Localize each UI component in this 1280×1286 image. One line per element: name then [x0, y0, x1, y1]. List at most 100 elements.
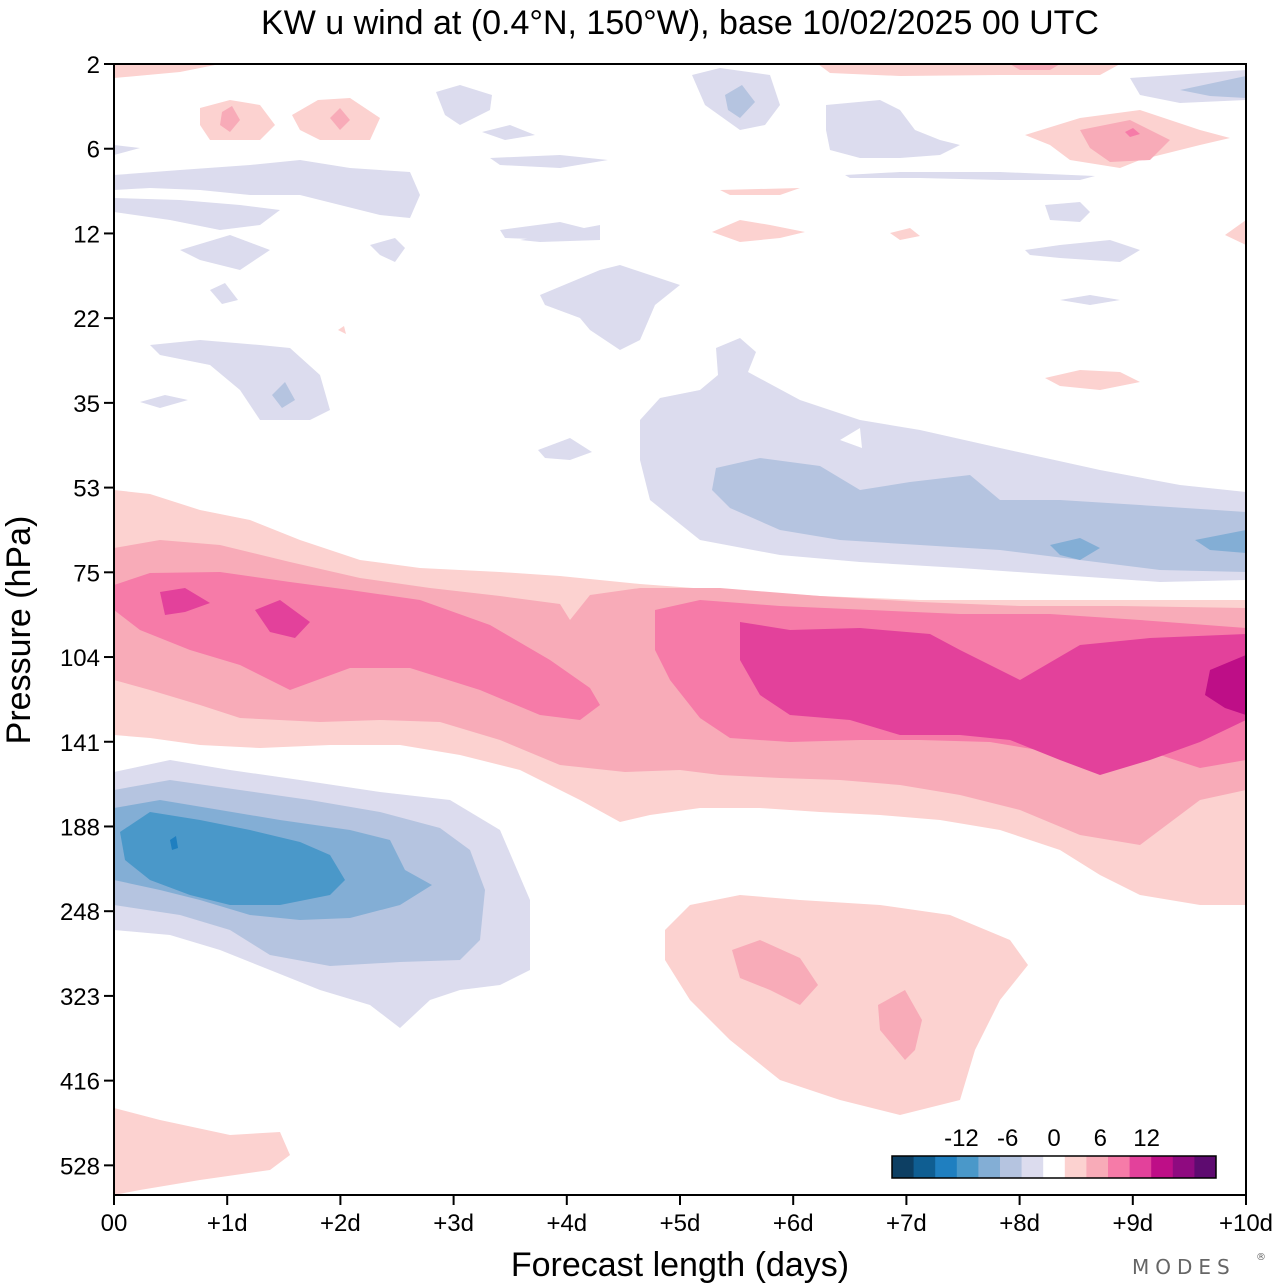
- top-neg-v: [370, 238, 405, 262]
- top-neg-m: [826, 100, 960, 158]
- y-tick-label: 104: [60, 645, 100, 672]
- colorbar-swatch: [1151, 1156, 1174, 1178]
- x-tick-label: +4d: [546, 1210, 587, 1237]
- top-neg-l-core: [725, 85, 755, 118]
- x-tick-label: +2d: [320, 1210, 361, 1237]
- colorbar-swatch: [1108, 1156, 1131, 1178]
- x-tick-label: +1d: [207, 1210, 248, 1237]
- x-tick-label: +6d: [773, 1210, 814, 1237]
- top-pos-k: [338, 326, 346, 334]
- colorbar-label: -12: [944, 1125, 979, 1152]
- top-neg-h: [436, 85, 492, 125]
- y-tick-label: 323: [60, 984, 100, 1011]
- x-axis-title: Forecast length (days): [511, 1246, 849, 1284]
- colorbar-swatch: [1021, 1156, 1044, 1178]
- y-tick-label: 53: [73, 476, 100, 503]
- colorbar-swatch: [1043, 1156, 1066, 1178]
- core-pos-b: [255, 600, 310, 638]
- x-tick-label: 00: [101, 1210, 128, 1237]
- band-pos-6a: [114, 572, 600, 720]
- x-tick-label: +3d: [433, 1210, 474, 1237]
- x-axis: 00 +1d +2d +3d +4d +5d +6d +7d +8d +9d +10d: [101, 1195, 1273, 1237]
- band-pos-9: [740, 622, 1246, 775]
- lower-neg-12: [170, 836, 178, 850]
- y-tick-label: 416: [60, 1069, 100, 1096]
- colorbar-label: -6: [997, 1125, 1018, 1152]
- top-neg-o: [1045, 202, 1090, 222]
- colorbar-swatch: [1064, 1156, 1087, 1178]
- brand-logo: MODES ®: [1132, 1252, 1266, 1279]
- y-tick-label: 12: [73, 221, 100, 248]
- x-tick-label: +5d: [660, 1210, 701, 1237]
- y-tick-label: 6: [87, 137, 100, 164]
- y-tick-label: 528: [60, 1153, 100, 1180]
- top-neg-q: [1060, 295, 1120, 305]
- colorbar-label: 6: [1094, 1125, 1107, 1152]
- top-neg-i: [482, 125, 535, 140]
- colorbar-swatch: [892, 1156, 915, 1178]
- x-tick-label: +9d: [1112, 1210, 1153, 1237]
- top-pos-i: [1225, 220, 1246, 245]
- colorbar-swatch: [956, 1156, 979, 1178]
- y-axis-title: Pressure (hPa): [0, 516, 38, 745]
- top-pos-a: [114, 64, 220, 78]
- brand-registered-mark: ®: [1256, 1252, 1266, 1263]
- colorbar-swatch: [1172, 1156, 1195, 1178]
- strat-neg-3: [712, 458, 1246, 572]
- colorbar-swatch: [978, 1156, 1001, 1178]
- top-neg-p: [1025, 240, 1140, 262]
- x-tick-label: +8d: [999, 1210, 1040, 1237]
- colorbar-label: 12: [1133, 1125, 1160, 1152]
- top-pos-h: [890, 228, 920, 240]
- y-tick-label: 2: [87, 52, 100, 79]
- mid-pos-3b: [878, 990, 922, 1060]
- top-neg-s: [114, 145, 140, 155]
- brand-text: MODES: [1132, 1255, 1236, 1279]
- x-tick-label: +7d: [886, 1210, 927, 1237]
- top-pos-e-inner: [1125, 128, 1140, 137]
- colorbar-swatch: [913, 1156, 936, 1178]
- x-tick-label: +10d: [1219, 1210, 1273, 1237]
- chart-title: KW u wind at (0.4°N, 150°W), base 10/02/…: [261, 4, 1099, 42]
- top-neg-k: [500, 222, 600, 240]
- contour-fills: [114, 64, 1246, 1195]
- y-axis: 2 6 12 22 35 53 75 104 141 188 248 323 416 528: [60, 52, 114, 1180]
- colorbar-swatch: [935, 1156, 958, 1178]
- strat-neg-6a: [1050, 538, 1100, 560]
- surface-pos-1: [114, 1108, 290, 1195]
- top-pos-j: [1045, 370, 1140, 390]
- colorbar-swatch: [1000, 1156, 1023, 1178]
- colorbar: -12 -6 0 6 12: [891, 1125, 1217, 1179]
- y-tick-label: 22: [73, 306, 100, 333]
- strat-neg-6b: [1195, 530, 1246, 553]
- top-neg-a: [114, 160, 420, 218]
- top-neg-u: [140, 395, 188, 408]
- top-pos-g: [712, 220, 805, 242]
- top-pos-d: [818, 64, 1120, 76]
- top-pos-d-core: [1010, 64, 1060, 70]
- top-neg-t: [210, 283, 238, 304]
- colorbar-frame: [891, 1155, 1217, 1179]
- strat-gap: [840, 428, 862, 448]
- colorbar-swatch: [1086, 1156, 1109, 1178]
- top-pos-f: [720, 188, 800, 195]
- top-neg-b: [114, 198, 280, 230]
- colorbar-label: 0: [1047, 1125, 1060, 1152]
- top-neg-f: [540, 265, 680, 350]
- y-tick-label: 141: [60, 730, 100, 757]
- core-pos-a: [160, 588, 210, 615]
- top-neg-r-core: [1180, 76, 1246, 98]
- top-neg-j: [490, 155, 608, 168]
- y-tick-label: 188: [60, 814, 100, 841]
- top-pos-b-core: [220, 106, 240, 132]
- top-neg-n: [845, 172, 1095, 180]
- band-pos-12: [1205, 655, 1246, 715]
- lower-neg-9: [120, 812, 345, 905]
- top-neg-d-core: [272, 382, 295, 408]
- top-pos-c-core: [330, 108, 350, 130]
- top-neg-g: [538, 438, 592, 460]
- top-pos-e-core: [1080, 120, 1170, 162]
- y-tick-label: 35: [73, 391, 100, 418]
- plot-area: [113, 63, 1247, 1196]
